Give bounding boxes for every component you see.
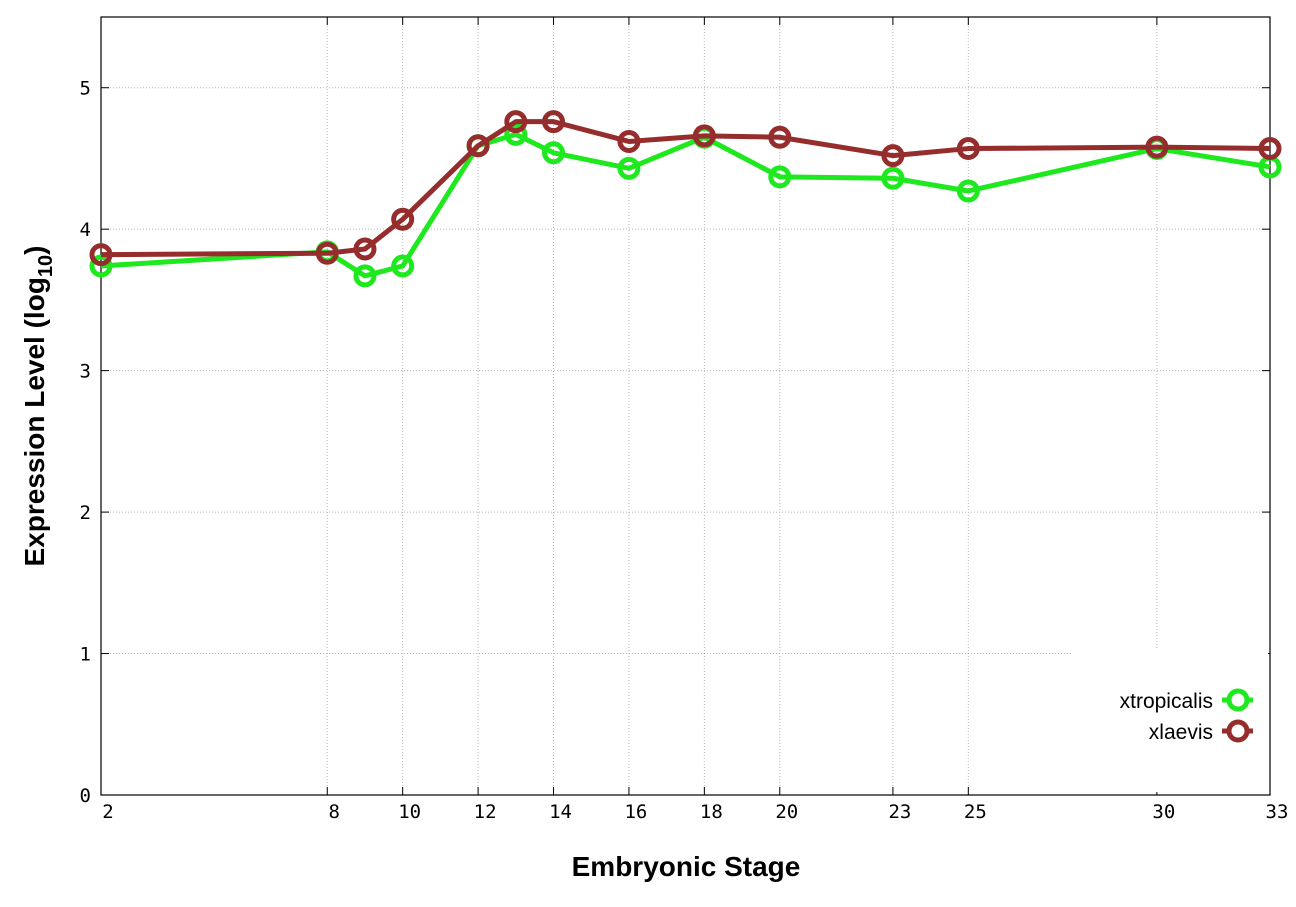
x-tick-label: 30 <box>1152 801 1175 823</box>
data-point-xlaevis <box>692 124 716 148</box>
series-line-xtropicalis <box>100 131 1271 279</box>
legend-marker-xtropicalis <box>1226 688 1250 712</box>
data-point-xlaevis <box>353 237 377 261</box>
data-point-xtropicalis <box>353 264 377 288</box>
data-point-xlaevis <box>504 110 528 134</box>
data-point-xtropicalis <box>956 179 980 203</box>
y-tick-label: 1 <box>80 644 91 666</box>
x-tick-label: 18 <box>700 801 723 823</box>
data-point-xlaevis <box>315 241 339 265</box>
x-tick-label: 8 <box>329 801 340 823</box>
data-point-xtropicalis <box>881 166 905 190</box>
y-tick-label: 0 <box>80 785 91 807</box>
data-point-xlaevis <box>542 110 566 134</box>
x-tick-label: 20 <box>775 801 798 823</box>
data-point-xtropicalis <box>504 122 528 146</box>
data-point-xlaevis <box>1258 137 1282 161</box>
data-point-xtropicalis <box>617 156 641 180</box>
x-tick-label: 14 <box>549 801 572 823</box>
y-tick-label: 4 <box>80 219 91 241</box>
y-tick-label: 5 <box>80 78 91 100</box>
y-tick-label: 2 <box>80 502 91 524</box>
data-point-xlaevis <box>768 125 792 149</box>
x-tick-label: 10 <box>398 801 421 823</box>
x-tick-label: 16 <box>624 801 647 823</box>
data-point-xlaevis <box>466 134 490 158</box>
data-point-xlaevis <box>881 144 905 168</box>
data-point-xlaevis <box>956 137 980 161</box>
data-point-xtropicalis <box>542 141 566 165</box>
y-axis-title: Expression Level (log10) <box>19 246 57 567</box>
data-point-xlaevis <box>391 207 415 231</box>
x-tick-label: 25 <box>964 801 987 823</box>
data-point-xtropicalis <box>768 165 792 189</box>
series-layer <box>89 110 1282 288</box>
legend-label-xlaevis: xlaevis <box>1149 721 1213 744</box>
x-tick-label: 23 <box>888 801 911 823</box>
data-point-xtropicalis <box>391 254 415 278</box>
data-point-xlaevis <box>617 129 641 153</box>
x-axis-title: Embryonic Stage <box>572 851 801 882</box>
legend-marker-xlaevis <box>1226 719 1250 743</box>
x-tick-label: 2 <box>102 801 113 823</box>
plot-frame <box>100 16 1271 796</box>
y-tick-label: 3 <box>80 361 91 383</box>
legend: xtropicalis xlaevis <box>1120 688 1253 744</box>
x-tick-label: 33 <box>1266 801 1289 823</box>
data-point-xtropicalis <box>89 254 113 278</box>
data-point-xlaevis <box>89 243 113 267</box>
x-tick-label: 12 <box>474 801 497 823</box>
data-point-xlaevis <box>1145 135 1169 159</box>
series-line-xlaevis <box>100 119 1271 258</box>
legend-label-xtropicalis: xtropicalis <box>1120 690 1213 713</box>
